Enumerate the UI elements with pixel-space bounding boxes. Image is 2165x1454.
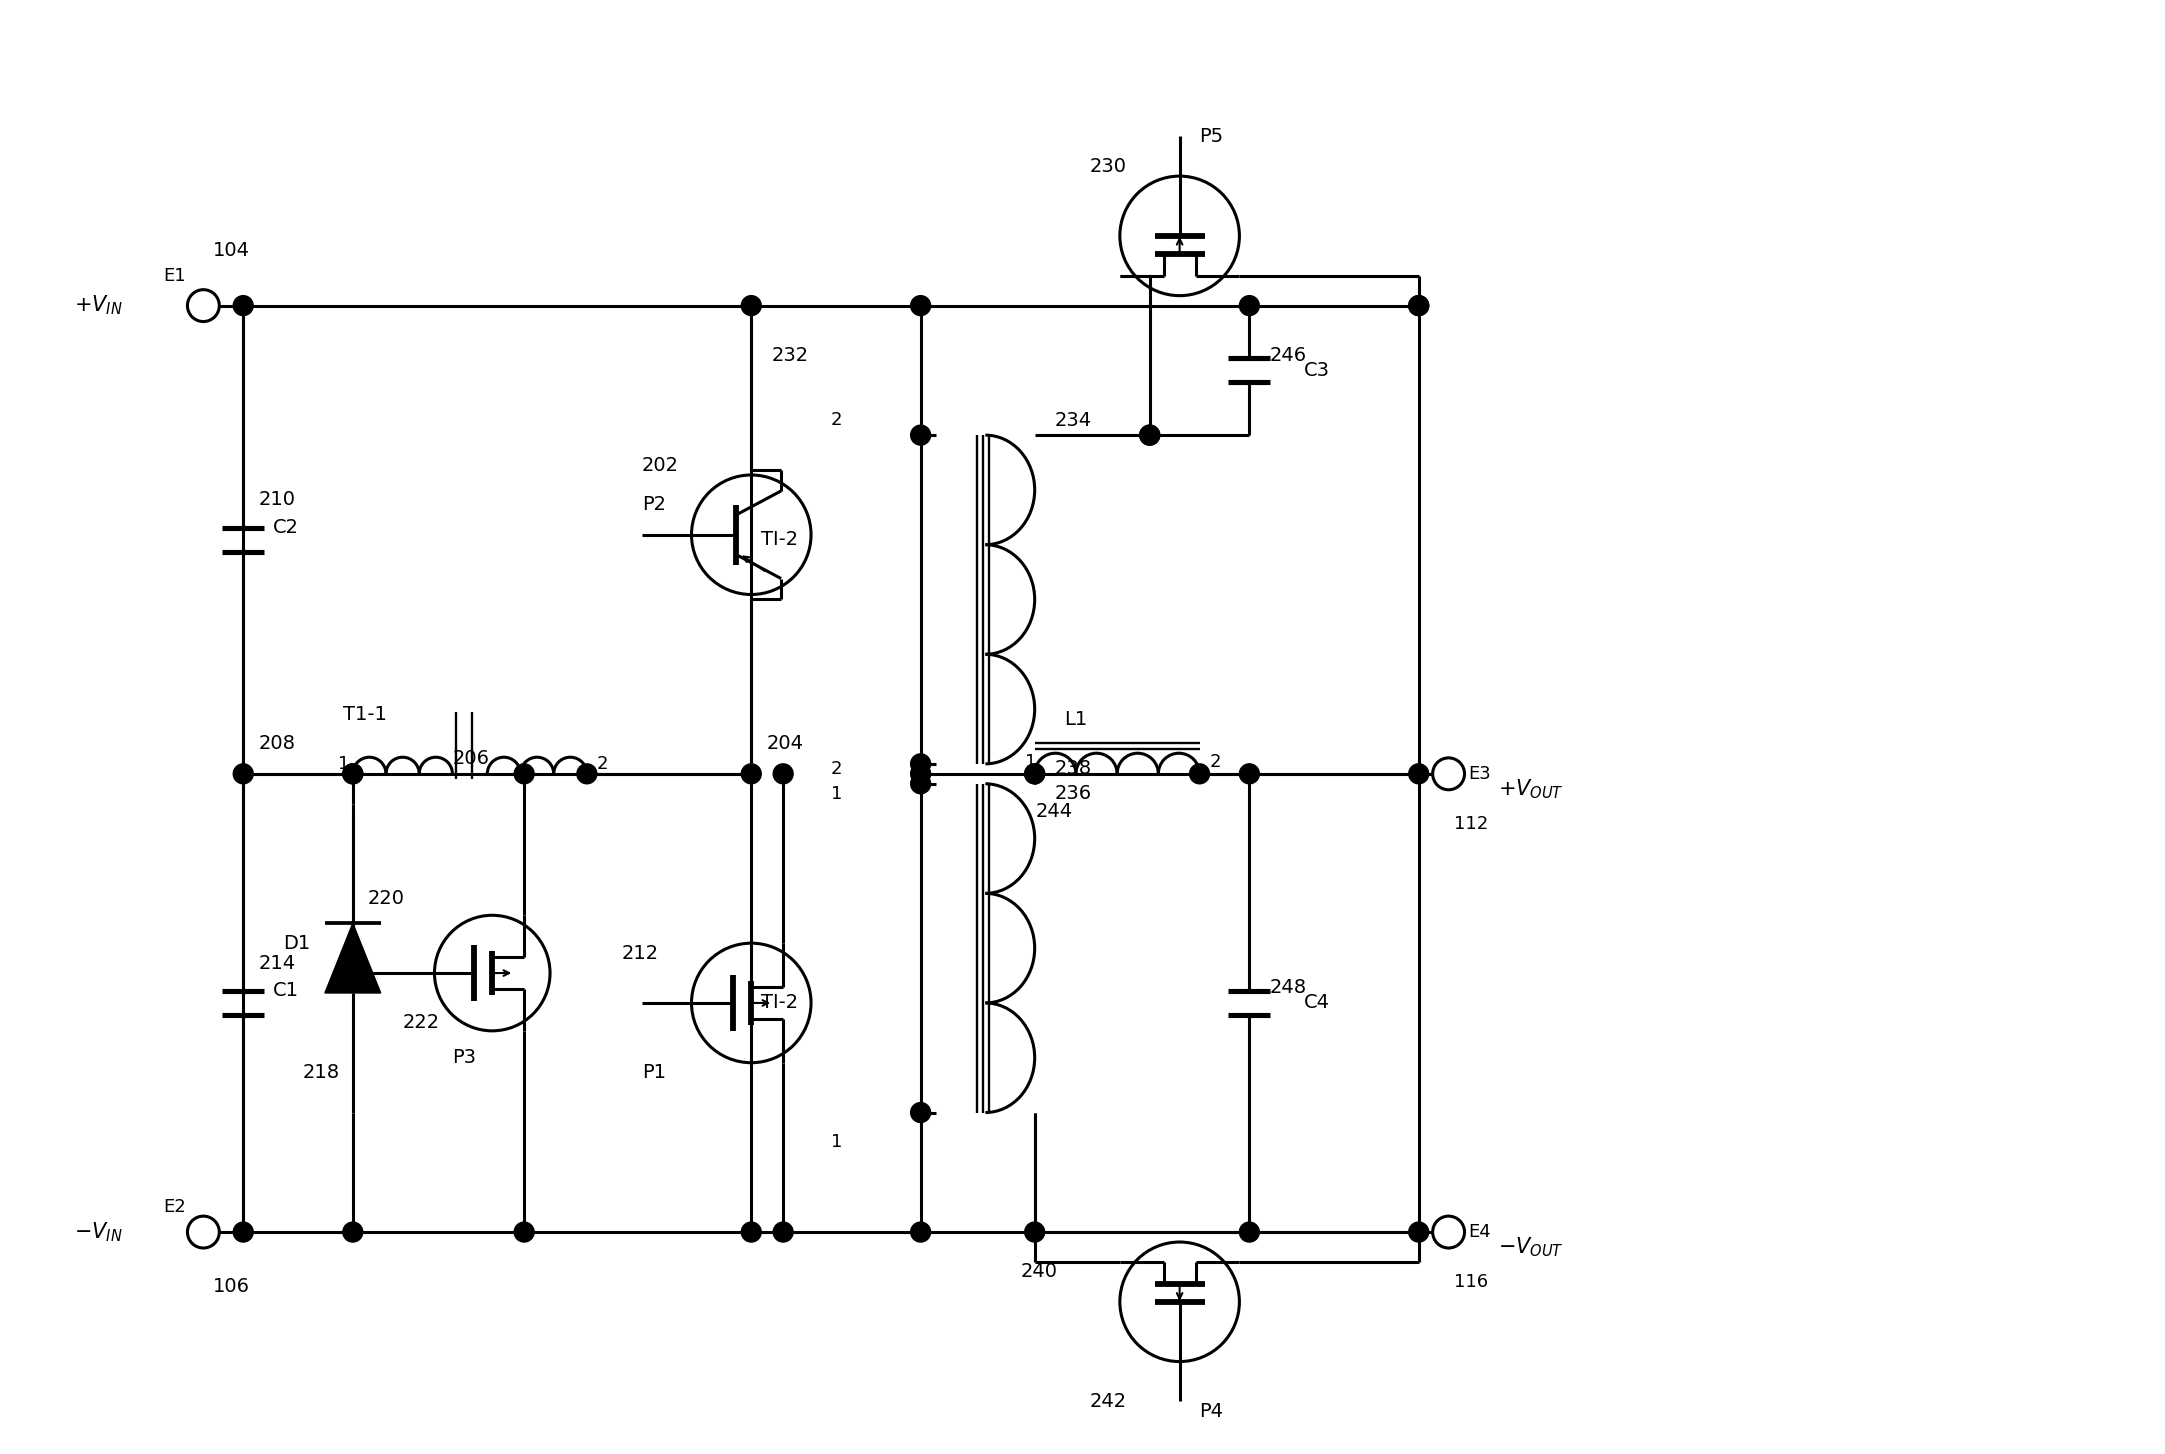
Text: L1: L1 [1065, 710, 1087, 728]
Text: 238: 238 [1054, 759, 1091, 778]
Circle shape [911, 1223, 931, 1242]
Text: 2: 2 [831, 411, 842, 429]
Circle shape [513, 1223, 535, 1242]
Text: 242: 242 [1089, 1391, 1128, 1410]
Text: D1: D1 [284, 933, 310, 952]
Circle shape [1024, 763, 1046, 784]
Text: 222: 222 [403, 1013, 439, 1032]
Circle shape [1024, 1223, 1046, 1242]
Text: 236: 236 [1054, 784, 1091, 803]
Text: 202: 202 [641, 455, 678, 474]
Text: C2: C2 [273, 518, 299, 538]
Polygon shape [325, 923, 381, 993]
Text: $+V_{OUT}$: $+V_{OUT}$ [1498, 776, 1565, 801]
Text: $-V_{IN}$: $-V_{IN}$ [74, 1220, 123, 1243]
Text: 210: 210 [258, 490, 294, 509]
Circle shape [234, 295, 253, 316]
Circle shape [911, 753, 931, 774]
Text: E2: E2 [165, 1198, 186, 1216]
Circle shape [911, 1102, 931, 1122]
Text: P5: P5 [1199, 126, 1223, 145]
Text: 1: 1 [1024, 753, 1037, 771]
Circle shape [911, 763, 931, 784]
Circle shape [1024, 763, 1046, 784]
Text: TI-2: TI-2 [762, 531, 799, 550]
Text: 116: 116 [1453, 1272, 1487, 1291]
Text: P1: P1 [641, 1063, 665, 1082]
Text: 2: 2 [598, 755, 608, 774]
Text: 2: 2 [1210, 753, 1221, 771]
Text: 1: 1 [831, 1134, 842, 1152]
Circle shape [1139, 425, 1160, 445]
Text: 104: 104 [214, 241, 251, 260]
Text: 112: 112 [1453, 814, 1487, 833]
Text: 208: 208 [258, 734, 294, 753]
Text: 218: 218 [303, 1063, 340, 1082]
Circle shape [1189, 763, 1210, 784]
Circle shape [911, 295, 931, 316]
Circle shape [513, 763, 535, 784]
Text: $+V_{IN}$: $+V_{IN}$ [74, 294, 123, 317]
Text: 1: 1 [338, 755, 349, 774]
Circle shape [740, 763, 762, 784]
Text: 244: 244 [1035, 803, 1072, 822]
Text: TI-2: TI-2 [762, 993, 799, 1012]
Circle shape [1238, 1223, 1260, 1242]
Text: 206: 206 [452, 749, 489, 768]
Text: P4: P4 [1199, 1402, 1223, 1421]
Circle shape [911, 425, 931, 445]
Circle shape [342, 1223, 364, 1242]
Circle shape [1409, 295, 1429, 316]
Circle shape [342, 763, 364, 784]
Text: 220: 220 [368, 888, 405, 907]
Circle shape [740, 295, 762, 316]
Text: C3: C3 [1303, 361, 1329, 379]
Circle shape [1409, 763, 1429, 784]
Circle shape [576, 763, 598, 784]
Circle shape [773, 763, 792, 784]
Circle shape [740, 1223, 762, 1242]
Text: 212: 212 [621, 944, 658, 963]
Circle shape [1238, 763, 1260, 784]
Text: 246: 246 [1269, 346, 1305, 365]
Circle shape [1139, 425, 1160, 445]
Text: 204: 204 [766, 734, 803, 753]
Text: E4: E4 [1468, 1223, 1492, 1242]
Circle shape [234, 1223, 253, 1242]
Text: P3: P3 [452, 1048, 476, 1067]
Text: 230: 230 [1089, 157, 1128, 176]
Text: P2: P2 [641, 496, 665, 515]
Text: C1: C1 [273, 981, 299, 1000]
Text: 240: 240 [1020, 1262, 1057, 1281]
Text: 232: 232 [771, 346, 808, 365]
Text: E1: E1 [165, 266, 186, 285]
Text: T1-1: T1-1 [342, 705, 388, 724]
Circle shape [234, 763, 253, 784]
Circle shape [1238, 295, 1260, 316]
Text: 106: 106 [214, 1278, 251, 1297]
Text: E3: E3 [1468, 765, 1492, 782]
Circle shape [342, 763, 364, 784]
Text: 248: 248 [1269, 979, 1305, 997]
Text: 1: 1 [831, 785, 842, 803]
Text: 2: 2 [831, 760, 842, 778]
Circle shape [1409, 1223, 1429, 1242]
Text: $-V_{OUT}$: $-V_{OUT}$ [1498, 1236, 1565, 1259]
Circle shape [773, 1223, 792, 1242]
Circle shape [1409, 295, 1429, 316]
Text: 214: 214 [258, 954, 294, 973]
Circle shape [911, 774, 931, 794]
Text: 234: 234 [1054, 410, 1091, 430]
Text: C4: C4 [1303, 993, 1329, 1012]
